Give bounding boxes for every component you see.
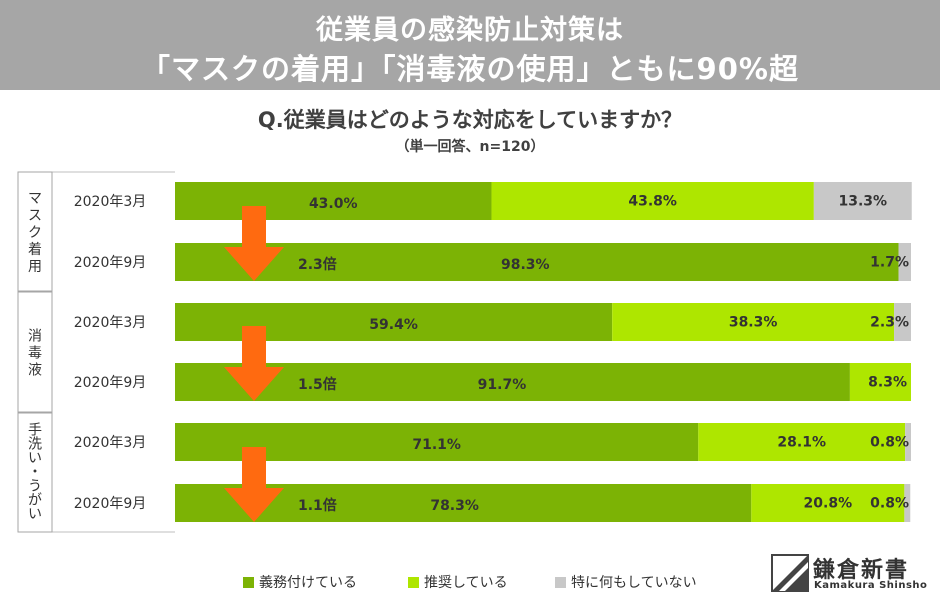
row-label: 2020年3月 — [74, 315, 147, 331]
data-label-nothing: 2.3% — [870, 315, 909, 331]
bar-segment-nothing — [905, 423, 911, 461]
group-label-char: 消 — [28, 329, 42, 345]
company-logo: 鎌倉新書 Kamakura Shinsho — [771, 552, 927, 598]
group-label-char: 手 — [28, 423, 42, 439]
sample-note: （単一回答、n=120） — [395, 139, 545, 155]
row-label: 2020年9月 — [74, 255, 147, 271]
bar-segment-nothing — [898, 243, 911, 281]
data-label-nothing: 13.3% — [839, 194, 888, 210]
group-label-char: ・ — [28, 465, 42, 481]
bar-segment-nothing — [904, 484, 911, 522]
bar-segment-nothing — [894, 303, 911, 341]
group-label-char: い — [28, 507, 42, 523]
legend-label-mandatory: 義務付けている — [259, 575, 357, 591]
multiplier-label: 1.5倍 — [298, 376, 337, 393]
logo-name: 鎌倉新書 — [813, 558, 910, 583]
row-label: 2020年9月 — [74, 375, 147, 391]
group-label-char: う — [28, 479, 42, 495]
group-label-char: い — [28, 451, 42, 467]
title-line-1: 従業員の感染防止対策は — [316, 15, 624, 46]
data-label-mandatory: 91.7% — [478, 377, 527, 393]
row-label: 2020年3月 — [74, 435, 147, 451]
multiplier-label: 2.3倍 — [298, 256, 337, 273]
group-label-char: が — [28, 493, 42, 509]
question-text: Q.従業員はどのような対応をしていますか？ — [257, 108, 683, 132]
data-label-recommended: 28.1% — [777, 435, 826, 451]
title-line-2: 「マスクの着用」「消毒液の使用」ともに90%超 — [141, 52, 799, 86]
data-label-recommended: 43.8% — [628, 194, 677, 210]
multiplier-label: 1.1倍 — [298, 497, 337, 514]
bar-segment-mandatory — [175, 243, 899, 281]
legend-item-recommended: 推奨している — [408, 572, 508, 592]
legend-label-recommended: 推奨している — [424, 575, 508, 591]
group-label-char: ク — [28, 225, 42, 241]
data-label-recommended: 38.3% — [729, 315, 778, 331]
group-label-char: 毒 — [28, 346, 42, 362]
bar-segment-mandatory — [175, 363, 850, 401]
bar-segment-nothing — [813, 182, 912, 220]
legend-swatch-mandatory — [243, 577, 254, 588]
legend-label-nothing: 特に何もしていない — [571, 575, 697, 591]
down-arrow-icon — [224, 326, 284, 401]
row-label: 2020年9月 — [74, 496, 147, 512]
group-label-char: 液 — [28, 363, 42, 379]
down-arrow-icon — [224, 447, 284, 522]
bar-segment-mandatory — [175, 182, 492, 220]
bar-segment-recommended — [751, 484, 905, 522]
data-label-recommended: 20.8% — [804, 496, 853, 512]
down-arrow-icon — [224, 206, 284, 281]
legend-item-mandatory: 義務付けている — [243, 572, 357, 592]
logo-subtitle: Kamakura Shinsho — [814, 580, 928, 591]
data-label-mandatory: 43.0% — [309, 196, 358, 212]
title-banner: 従業員の感染防止対策は 「マスクの着用」「消毒液の使用」ともに90%超 — [0, 0, 940, 90]
group-label-char: マ — [28, 191, 42, 207]
group-label-char: 着 — [28, 242, 42, 258]
data-label-mandatory: 71.1% — [412, 437, 461, 453]
row-label: 2020年3月 — [74, 194, 147, 210]
group-label-char: 用 — [28, 259, 42, 275]
data-label-recommended: 8.3% — [868, 375, 907, 391]
group-label-char: 洗 — [28, 437, 42, 453]
group-label-box — [17, 171, 53, 292]
legend-swatch-nothing — [555, 577, 566, 588]
bar-segment-recommended — [849, 363, 911, 401]
data-label-nothing: 1.7% — [870, 255, 909, 271]
bar-segment-recommended — [612, 303, 895, 341]
group-label: 消毒液 — [28, 329, 42, 379]
group-label: 手洗い・うがい — [28, 423, 42, 523]
bar-segment-recommended — [491, 182, 814, 220]
legend-item-nothing: 特に何もしていない — [555, 572, 697, 592]
legend-swatch-recommended — [408, 577, 419, 588]
data-label-nothing: 0.8% — [870, 496, 909, 512]
data-label-mandatory: 78.3% — [430, 498, 479, 514]
group-label-char: ス — [28, 208, 42, 224]
bar-segment-recommended — [698, 423, 906, 461]
data-label-mandatory: 59.4% — [369, 317, 418, 333]
data-label-mandatory: 98.3% — [501, 257, 550, 273]
group-label: マスク着用 — [28, 191, 42, 275]
logo-mark-icon — [771, 554, 809, 592]
data-label-nothing: 0.8% — [870, 435, 909, 451]
group-label-box — [17, 291, 53, 413]
group-label-box — [17, 412, 53, 533]
